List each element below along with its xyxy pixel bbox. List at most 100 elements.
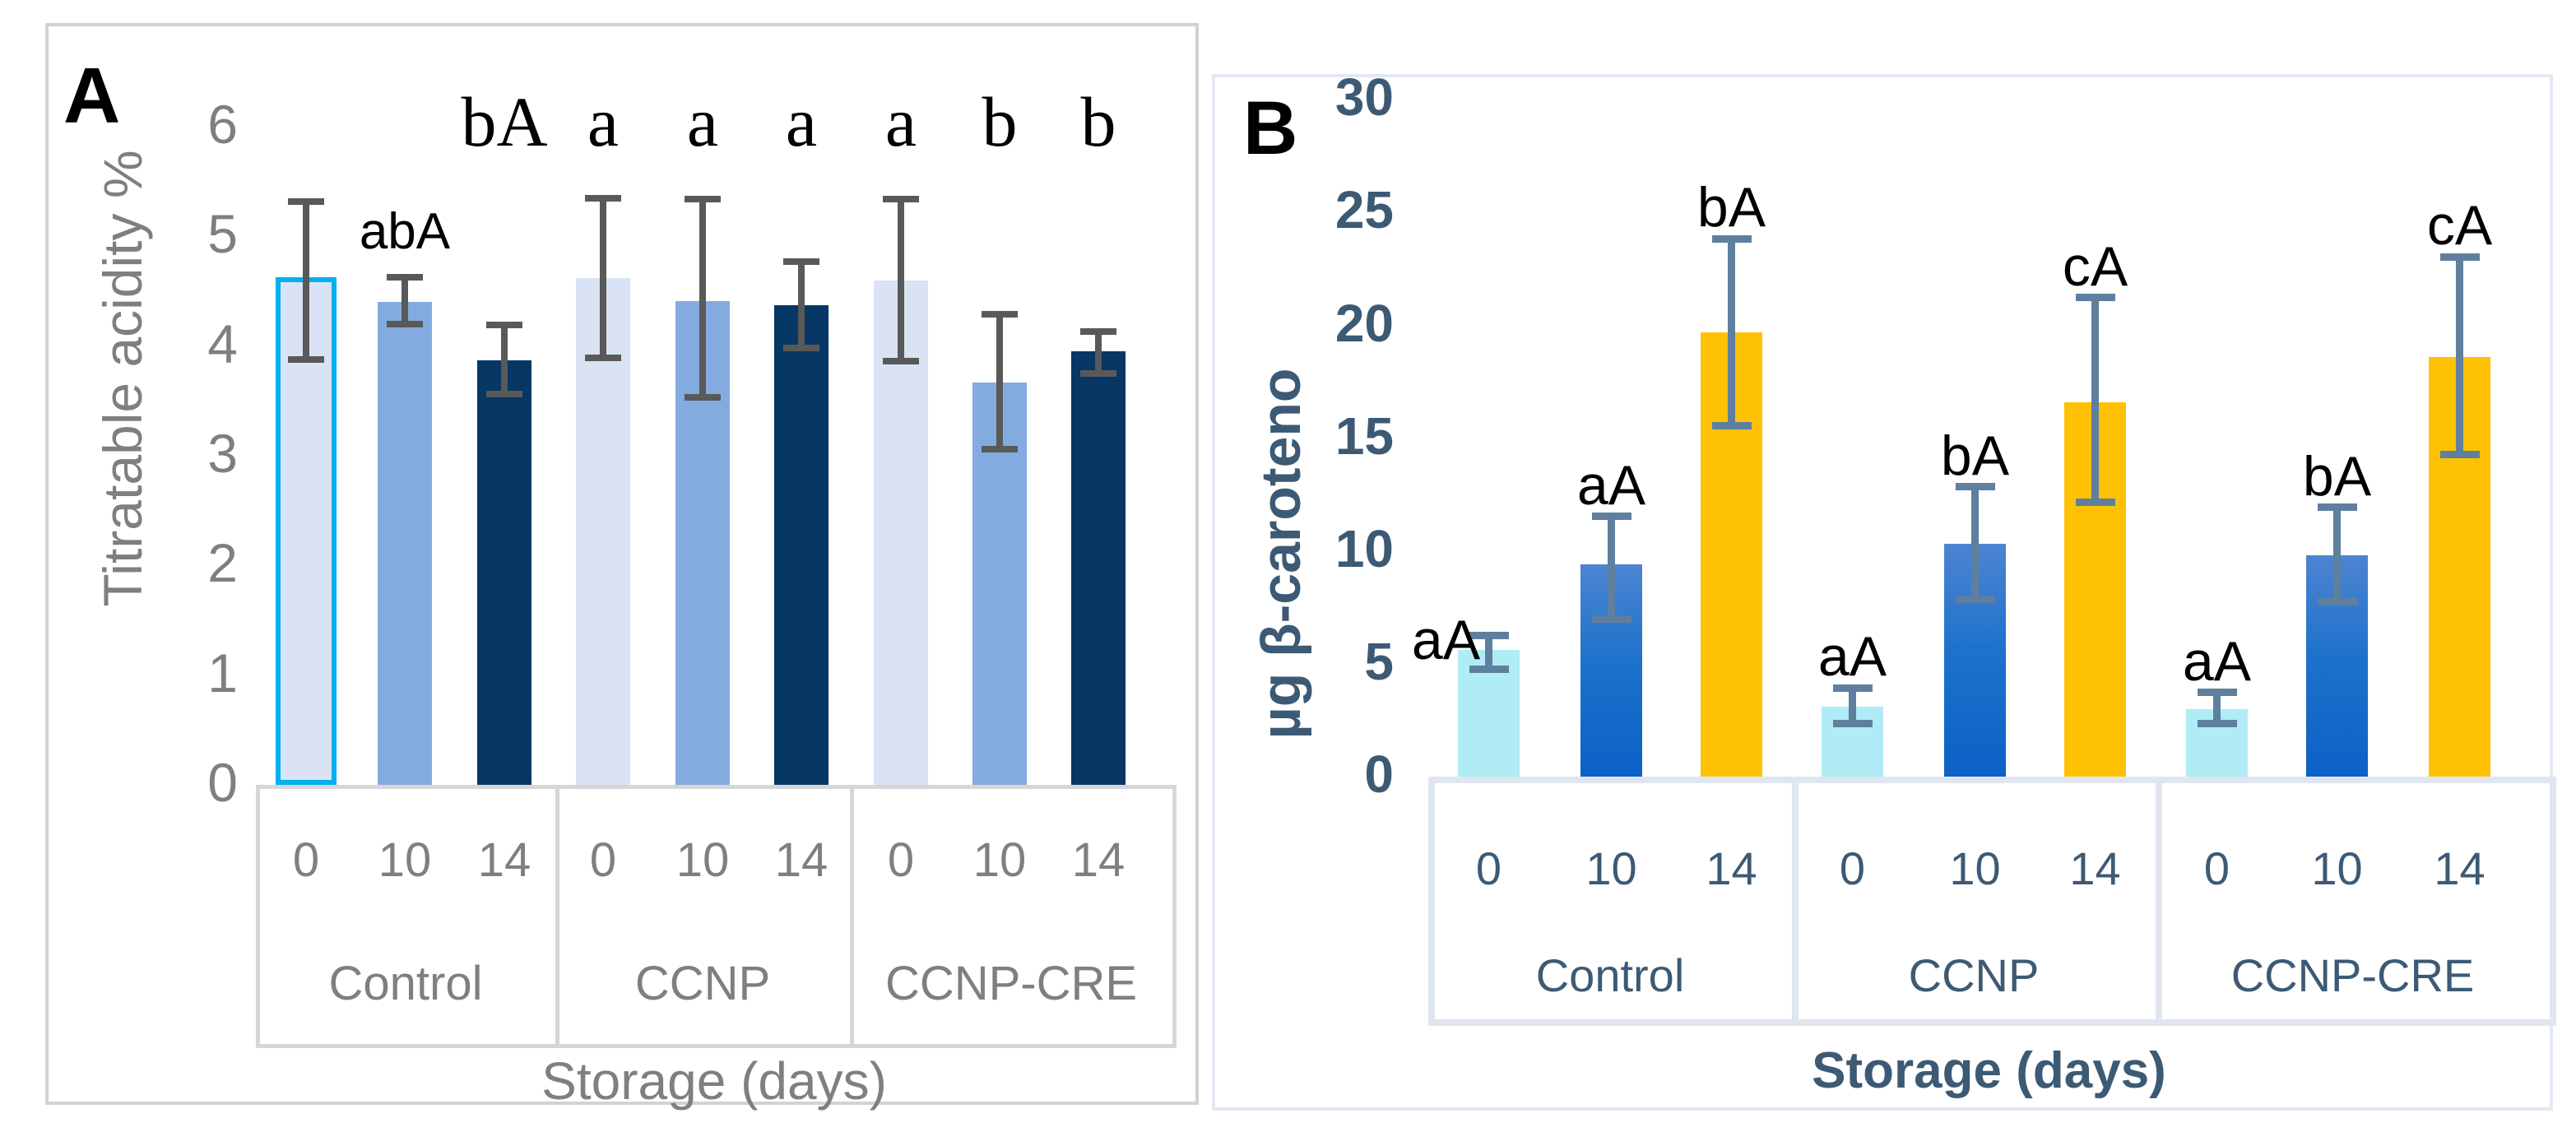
group-label: CCNP — [1908, 949, 2040, 1002]
table-bottom-line — [1428, 1019, 2550, 1026]
bar-control-day14 — [477, 360, 531, 785]
y-tick-label: 0 — [1364, 745, 1394, 805]
bar-ccnp-cre-day14 — [1071, 351, 1126, 785]
y-tick-label: 4 — [207, 313, 238, 374]
day-label: 14 — [1706, 842, 1757, 895]
error-bar-cap-top — [883, 196, 919, 203]
table-vertical-line — [1428, 777, 1435, 1026]
error-bar-line — [798, 258, 805, 352]
error-bar-line — [1095, 328, 1102, 377]
day-label: 10 — [1949, 842, 2001, 895]
error-bar-cap-bottom — [685, 394, 721, 401]
day-label: 0 — [887, 833, 915, 888]
significance-letter: a — [884, 82, 917, 162]
significance-letter: abA — [359, 203, 451, 261]
error-bar-line — [303, 197, 309, 363]
error-bar-cap-bottom — [2075, 498, 2115, 506]
error-bar-cap-top — [486, 322, 522, 329]
table-vertical-line — [850, 785, 854, 1048]
table-vertical-line — [1792, 777, 1799, 1026]
significance-letter: bA — [461, 82, 548, 162]
significance-letter: aA — [1576, 453, 1646, 517]
error-bar-line — [1485, 632, 1492, 673]
error-bar-line — [699, 196, 706, 401]
significance-letter: aA — [2182, 629, 2252, 693]
error-bar-cap-bottom — [2197, 719, 2237, 727]
error-bar-line — [1608, 513, 1615, 624]
error-bar-cap-top — [2439, 253, 2480, 261]
error-bar-cap-bottom — [1080, 370, 1116, 377]
y-tick-label: 15 — [1334, 406, 1394, 466]
error-bar-cap-top — [1832, 684, 1873, 692]
day-label: 10 — [972, 833, 1027, 888]
error-bar-cap-top — [1591, 513, 1631, 521]
y-tick-label: 10 — [1334, 518, 1394, 578]
error-bar-cap-bottom — [1832, 719, 1873, 727]
y-tick-label: 20 — [1334, 293, 1394, 353]
panel-a: A Titratable acidity % 0 1 2 3 4 5 6 Control CCN… — [45, 23, 1202, 1111]
panel-b-plot-area: 0 5 10 15 20 25 30 Control CCNP CCNP-CRE 0 aA 10 aA 14… — [1215, 67, 2556, 1114]
panel-a-x-axis-title: Storage (days) — [541, 1051, 887, 1111]
day-label: 14 — [2069, 842, 2121, 895]
significance-letter: a — [587, 82, 620, 162]
panel-b-label: B — [1243, 86, 1298, 170]
error-bar-cap-top — [1469, 632, 1509, 640]
error-bar-cap-top — [1080, 328, 1116, 336]
significance-letter: b — [1080, 82, 1116, 162]
significance-letter: cA — [2062, 234, 2128, 298]
error-bar-line — [2456, 253, 2463, 459]
bar-ccnp-day14 — [774, 305, 828, 785]
error-bar-line — [2333, 503, 2341, 605]
y-tick-label: 1 — [207, 642, 238, 703]
error-bar-cap-top — [1955, 483, 1995, 491]
error-bar-line — [898, 196, 904, 365]
table-bottom-line — [256, 1044, 1172, 1048]
group-label: CCNP — [634, 957, 771, 1011]
y-tick-label: 6 — [207, 94, 238, 155]
error-bar-line — [401, 273, 408, 327]
significance-letter: a — [686, 82, 719, 162]
table-vertical-line — [555, 785, 559, 1048]
error-bar-line — [1728, 234, 1735, 429]
y-tick-label: 2 — [207, 532, 238, 594]
error-bar-cap-top — [783, 258, 819, 266]
error-bar-cap-bottom — [486, 391, 522, 398]
error-bar-line — [1849, 684, 1856, 727]
error-bar-cap-top — [2317, 503, 2357, 512]
error-bar-cap-bottom — [1711, 421, 1752, 429]
panel-b: B µg β-caroteno 0 5 10 15 20 25 30 Control CCNP C… — [1212, 67, 2556, 1114]
day-label: 10 — [1585, 842, 1637, 895]
y-tick-label: 5 — [1364, 632, 1394, 692]
significance-letter: aA — [1817, 625, 1887, 689]
axis-line — [1428, 777, 2550, 783]
significance-letter: bA — [1940, 424, 2010, 488]
y-tick-label: 5 — [207, 203, 238, 265]
table-vertical-line — [1172, 785, 1177, 1048]
error-bar-line — [996, 311, 1003, 452]
y-tick-label: 3 — [207, 423, 238, 485]
error-bar-cap-bottom — [2439, 451, 2480, 459]
significance-letter: cA — [2426, 194, 2493, 257]
panel-b-x-axis-title: Storage (days) — [1812, 1042, 2166, 1099]
group-label: CCNP-CRE — [2230, 949, 2475, 1002]
y-tick-label: 25 — [1334, 180, 1394, 240]
axis-line — [256, 785, 1172, 789]
day-label: 14 — [1071, 833, 1126, 888]
bar-control-day10 — [378, 302, 432, 785]
y-tick-label: 30 — [1334, 67, 1394, 128]
day-label: 10 — [378, 833, 432, 888]
panel-a-plot-area: 0 1 2 3 4 5 6 Control CCNP CCNP-CRE 0 10 abA 14 bA 0 a 10… — [49, 26, 1202, 1108]
error-bar-cap-top — [1711, 234, 1752, 243]
error-bar-line — [2213, 689, 2221, 727]
error-bar-cap-top — [585, 194, 621, 202]
panel-a-label: A — [63, 52, 121, 140]
error-bar-cap-top — [2197, 689, 2237, 696]
group-label: CCNP-CRE — [884, 957, 1138, 1011]
day-label: 14 — [2434, 842, 2485, 895]
error-bar-cap-bottom — [387, 321, 423, 327]
error-bar-line — [501, 322, 508, 398]
error-bar-cap-top — [387, 273, 423, 281]
error-bar-cap-bottom — [585, 355, 621, 362]
error-bar-cap-bottom — [288, 355, 324, 363]
